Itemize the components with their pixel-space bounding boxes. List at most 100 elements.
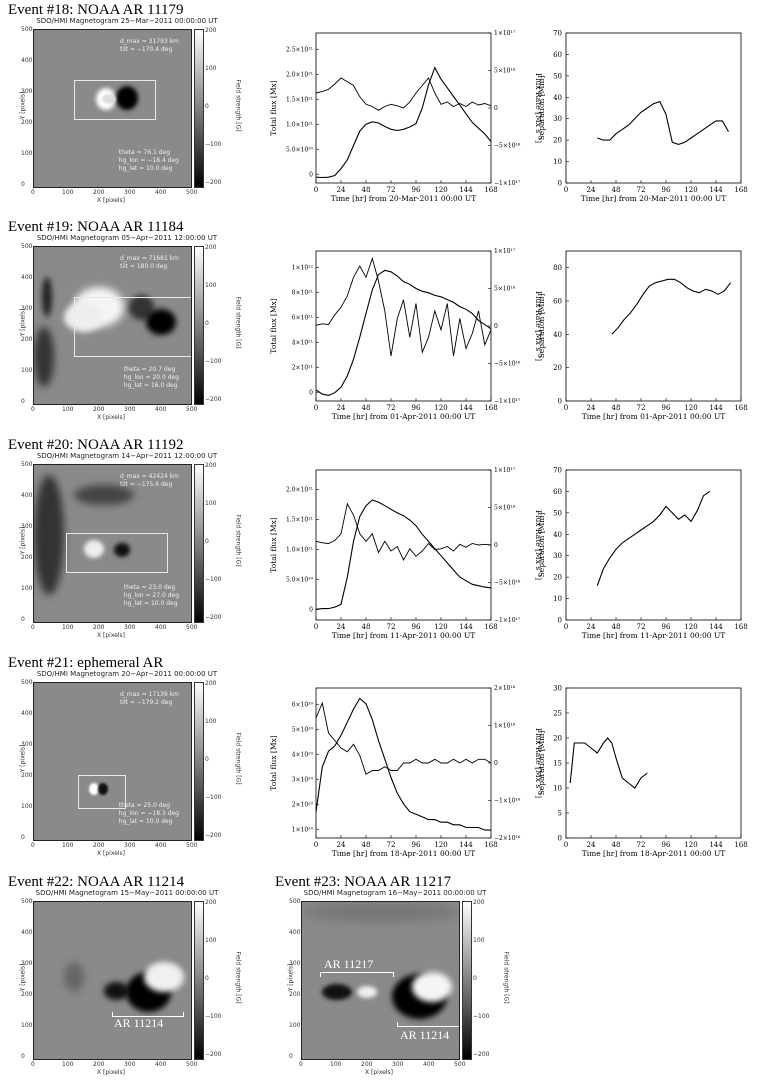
y-tick-label-left: 5.0×10²⁰ (286, 146, 314, 153)
y-tick-label: 500 (21, 26, 33, 33)
x-tick-label: 24 (337, 186, 346, 194)
total-flux-line (315, 697, 491, 831)
x-axis-label: X [pixels] (97, 414, 126, 421)
colorbar-tick-label: −200 (205, 832, 222, 839)
magnetic-polarity-patch (302, 902, 459, 922)
x-tick-label: 144 (459, 841, 473, 849)
flux-chart-frame (315, 250, 492, 402)
colorbar (462, 901, 472, 1060)
x-tick-label: 0 (564, 623, 568, 631)
x-tick-label: 72 (637, 623, 646, 631)
y-tick-label-left: 2.0×10²¹ (286, 71, 313, 78)
y-tick-label-left: 4×10²⁰ (292, 751, 314, 758)
y-tick-label-left: 5.0×10²⁰ (286, 577, 314, 584)
y-tick-label-left: 3×10²⁰ (292, 776, 314, 783)
x-tick-label: 24 (587, 623, 596, 631)
y-axis-label: Separation [Mm] (537, 76, 546, 141)
x-tick-label: 24 (337, 623, 346, 631)
x-tick-label: 72 (387, 404, 396, 412)
x-tick-label: 144 (459, 186, 473, 194)
flux-chart (315, 687, 492, 839)
x-tick-label: 400 (155, 189, 167, 196)
x-tick-label: 48 (362, 404, 371, 412)
total-flux-line (315, 66, 492, 179)
x-axis-label: Time [hr] from 20-Mar-2011 00:00 UT (581, 194, 727, 203)
total-flux-line (315, 269, 492, 396)
colorbar-tick-label: −200 (205, 614, 222, 621)
x-axis-label: X [pixels] (97, 850, 126, 857)
colorbar-tick-label: 100 (205, 500, 217, 507)
magnetic-polarity-patch (64, 302, 104, 332)
y-tick-label: 5 (558, 810, 562, 818)
magnetic-polarity-patch (98, 783, 108, 795)
y-tick-label: 300 (289, 960, 301, 967)
x-tick-label: 500 (186, 406, 198, 413)
y-tick-label: 60 (553, 298, 562, 306)
magnetogram-annotation-bottom: theta = 23.0 deg hg_lon = 27.0 deg hg_la… (123, 584, 179, 607)
x-tick-label: 48 (362, 186, 371, 194)
y-axis-label: Separation [Mm] (537, 513, 546, 578)
y-axis-label-left: Total flux [Mx] (269, 80, 278, 135)
y-tick-label-left: 1×10²² (292, 264, 314, 271)
y-tick-label-left: 4×10²¹ (292, 339, 313, 346)
y-axis-label: Separation [Mm] (537, 294, 546, 359)
event-23-title: Event #23: NOAA AR 11217 (275, 874, 452, 890)
y-tick-label: 100 (21, 803, 33, 810)
magnetic-polarity-patch (34, 475, 64, 595)
event-19-title: Event #19: NOAA AR 11184 (8, 219, 184, 235)
colorbar-tick-label: −100 (205, 1013, 222, 1020)
y-tick-label: 20 (553, 137, 562, 145)
x-tick-label: 144 (709, 404, 723, 412)
separation-line (611, 278, 732, 335)
x-tick-label: 48 (362, 841, 371, 849)
x-axis-label: Time [hr] from 01-Apr-2011 00:00 UT (332, 412, 476, 421)
x-tick-label: 0 (31, 189, 35, 196)
separation-chart (565, 469, 742, 621)
event-20-title: Event #20: NOAA AR 11192 (8, 437, 184, 453)
magnetic-polarity-patch (84, 540, 104, 558)
x-tick-label: 120 (434, 404, 447, 412)
x-tick-label: 72 (637, 404, 646, 412)
magnetogram-image: AR 11214 (33, 901, 192, 1060)
y-tick-label: 500 (21, 243, 33, 250)
colorbar-tick-label: 200 (205, 462, 217, 469)
magnetogram-annotation-top: d_max = 71681 km tilt = 180.0 deg (119, 255, 179, 270)
x-tick-label: 72 (637, 841, 646, 849)
y-tick-label-right: 0 (494, 760, 498, 767)
x-tick-label: 168 (734, 404, 747, 412)
flux-rate-line (315, 502, 492, 561)
magnetogram-annotation-top: d_max = 31793 km tilt = −170.4 deg (119, 38, 179, 53)
magnetic-polarity-patch (42, 277, 52, 317)
x-tick-label: 24 (587, 186, 596, 194)
y-tick-label-right: 1×10¹⁷ (494, 467, 516, 474)
x-tick-label: 400 (155, 842, 167, 849)
x-tick-label: 120 (684, 404, 697, 412)
y-tick-label-left: 5×10²⁰ (292, 726, 314, 733)
y-tick-label-right: −2×10¹⁶ (494, 835, 521, 842)
y-tick-label: 400 (21, 492, 33, 499)
x-tick-label: 168 (484, 623, 497, 631)
magnetogram-panel: SDO/HMI Magnetogram 14−Apr−2011 12:00:00… (17, 452, 241, 647)
x-axis-label: Time [hr] from 01-Apr-2011 00:00 UT (582, 412, 726, 421)
y-tick-label: 0 (21, 398, 25, 405)
x-tick-label: 100 (330, 1061, 342, 1068)
magnetic-polarity-patch (64, 962, 84, 992)
x-tick-label: 400 (423, 1061, 435, 1068)
y-tick-label-left: 1.0×10²¹ (286, 547, 313, 554)
x-tick-label: 96 (662, 841, 671, 849)
x-tick-label: 168 (734, 186, 747, 194)
y-tick-label: 100 (21, 1022, 33, 1029)
magnetogram-title: SDO/HMI Magnetogram 16−May−2011 00:00:00… (303, 889, 487, 897)
x-tick-label: 120 (684, 186, 697, 194)
y-tick-label-left: 1.5×10²¹ (286, 517, 313, 524)
x-tick-label: 0 (564, 404, 568, 412)
y-tick-label-left: 2×10²¹ (292, 364, 313, 371)
y-tick-label: 100 (21, 150, 33, 157)
x-tick-label: 168 (734, 841, 747, 849)
y-tick-label: 400 (289, 929, 301, 936)
x-tick-label: 168 (734, 623, 747, 631)
y-tick-label-right: 5×10¹⁶ (494, 68, 516, 75)
y-axis-label-left: Total flux [Mx] (269, 735, 278, 790)
colorbar-tick-label: 100 (205, 937, 217, 944)
y-tick-label-left: 2.5×10²¹ (286, 46, 313, 53)
